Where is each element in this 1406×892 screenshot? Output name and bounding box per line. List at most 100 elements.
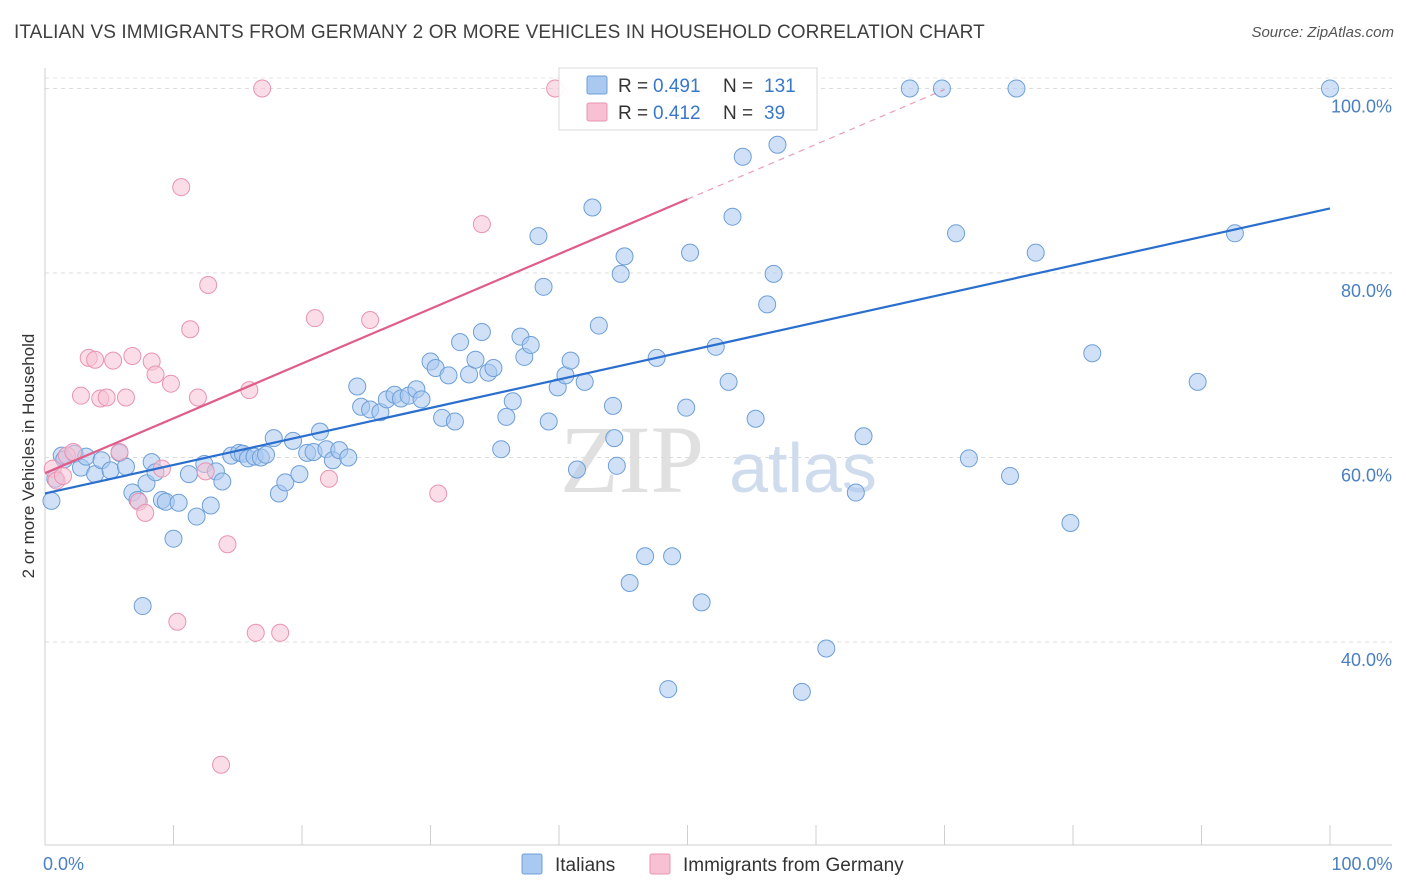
data-point — [319, 469, 338, 488]
data-point — [932, 79, 951, 98]
stats-n-label: N = — [723, 76, 753, 97]
data-point — [497, 407, 516, 426]
y-tick-label: 100.0% — [1331, 96, 1392, 116]
y-tick-label: 40.0% — [1341, 650, 1392, 670]
data-point — [663, 547, 682, 566]
legend-swatch-1 — [649, 853, 671, 875]
trend-lines — [44, 89, 1331, 495]
data-point — [603, 396, 622, 415]
data-point — [181, 320, 200, 339]
y-tick-label: 60.0% — [1341, 466, 1392, 486]
trend-line-1 — [44, 198, 688, 475]
data-point — [133, 597, 152, 616]
data-point — [1007, 79, 1026, 98]
data-point — [567, 460, 586, 479]
data-point — [607, 456, 626, 475]
data-point — [290, 465, 309, 484]
data-point — [900, 79, 919, 98]
data-point — [168, 612, 187, 631]
x-tick-label: 100.0% — [1331, 854, 1392, 874]
y-tick-label: 80.0% — [1341, 281, 1392, 301]
data-point — [472, 323, 491, 342]
data-point — [445, 412, 464, 431]
stats-n-label: N = — [723, 103, 753, 124]
data-point — [276, 473, 295, 492]
data-point — [764, 264, 783, 283]
data-point — [719, 372, 738, 391]
data-point — [529, 227, 548, 246]
data-point — [161, 374, 180, 393]
tick-labels: 40.0% 60.0% 80.0% 100.0% 0.0% 100.0% — [43, 96, 1393, 874]
data-point — [179, 465, 198, 484]
data-points — [42, 79, 1339, 774]
data-point — [521, 335, 540, 354]
data-point — [615, 247, 634, 266]
data-point — [947, 224, 966, 243]
data-point — [253, 79, 272, 98]
data-point — [110, 442, 129, 461]
data-point — [534, 277, 553, 296]
data-point — [583, 198, 602, 217]
data-point — [116, 388, 135, 407]
data-point — [213, 472, 232, 491]
data-point — [412, 390, 431, 409]
data-point — [854, 427, 873, 446]
data-point — [692, 593, 711, 612]
data-point — [201, 496, 220, 515]
data-point — [123, 347, 142, 366]
data-point — [172, 178, 191, 197]
data-point — [271, 623, 290, 642]
watermark-zip: ZIP — [560, 406, 704, 513]
data-point — [439, 366, 458, 385]
data-point — [746, 409, 765, 428]
data-point — [817, 639, 836, 658]
data-point — [218, 535, 237, 554]
data-point — [733, 147, 752, 166]
data-point — [257, 445, 276, 464]
data-point — [86, 350, 105, 369]
data-point — [212, 755, 231, 774]
data-point — [451, 333, 470, 352]
data-point — [792, 682, 811, 701]
data-point — [636, 547, 655, 566]
data-point — [959, 449, 978, 468]
gridlines — [45, 77, 1392, 643]
stats-n-value: 131 — [764, 76, 796, 97]
data-point — [101, 461, 120, 480]
stats-r-label: R = — [618, 76, 648, 97]
data-point — [611, 264, 630, 283]
legend: Italians Immigrants from Germany — [521, 853, 904, 876]
watermark: ZIP atlas — [560, 406, 877, 513]
data-point — [1026, 243, 1045, 262]
data-point — [723, 207, 742, 226]
stats-n-value: 39 — [764, 103, 785, 124]
stats-r-value: 0.412 — [653, 103, 701, 124]
data-point — [305, 309, 324, 328]
data-point — [472, 215, 491, 234]
trend-line-0 — [44, 207, 1331, 495]
data-point — [561, 351, 580, 370]
data-point — [466, 350, 485, 369]
stats-r-label: R = — [618, 103, 648, 124]
data-point — [758, 295, 777, 314]
data-point — [589, 316, 608, 335]
source-credit: Source: ZipAtlas.com — [1251, 24, 1394, 41]
data-point — [492, 440, 511, 459]
trend-extension-1 — [687, 89, 945, 200]
data-point — [1001, 466, 1020, 485]
legend-label-0: Italians — [555, 855, 615, 876]
data-point — [164, 529, 183, 548]
data-point — [503, 392, 522, 411]
legend-swatch-0 — [521, 853, 543, 875]
axes — [44, 68, 1392, 846]
data-point — [1083, 344, 1102, 363]
series-0-points — [42, 79, 1339, 701]
data-point — [187, 507, 206, 526]
data-point — [42, 491, 61, 510]
y-axis-label: 2 or more Vehicles in Household — [19, 334, 38, 579]
legend-label-1: Immigrants from Germany — [683, 855, 904, 876]
data-point — [605, 429, 624, 448]
data-point — [71, 386, 90, 405]
stats-r-value: 0.491 — [653, 76, 701, 97]
